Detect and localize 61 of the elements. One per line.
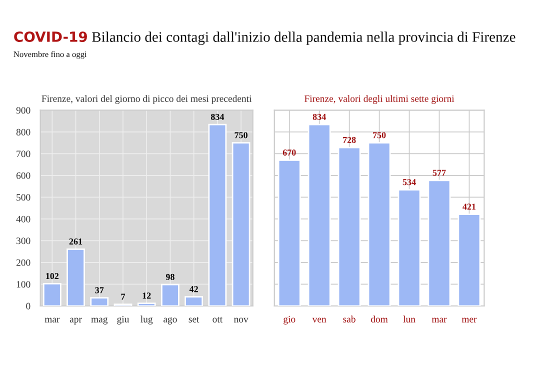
x-tick-label: ago <box>164 317 177 324</box>
x-tick-label: lun <box>403 316 416 322</box>
x-tick-label: mag <box>91 317 108 324</box>
data-label: 750 <box>373 132 386 138</box>
x-tick-label: mar <box>44 318 60 322</box>
data-label: 261 <box>69 238 82 245</box>
y-tick-label: 200 <box>16 259 30 266</box>
x-tick-label: ott <box>212 316 223 322</box>
x-tick-label: ven <box>312 318 326 322</box>
text: Novembre fino a oggi <box>14 51 87 59</box>
y-tick-label: 900 <box>16 107 30 114</box>
x-tick-label: lug <box>140 316 153 324</box>
bar <box>232 142 250 306</box>
y-tick-label: 500 <box>16 194 30 201</box>
x-tick-label: set <box>188 316 200 322</box>
x-tick-label: dom <box>371 316 388 322</box>
bar <box>458 214 481 306</box>
bar <box>398 189 421 306</box>
data-label: 421 <box>462 204 476 210</box>
data-label: 37 <box>95 287 104 294</box>
x-tick-label: gio <box>284 316 296 324</box>
chart-title: Firenze, valori degli ultimi sette giorni <box>304 95 454 104</box>
data-label: 834 <box>312 114 326 120</box>
chart-title: Firenze, valori del giorno di picco dei mesi precedenti <box>42 95 252 104</box>
y-tick-label: 0 <box>26 302 30 310</box>
bar <box>208 124 227 306</box>
y-tick-label: 400 <box>16 216 30 222</box>
y-tick-label: 600 <box>16 172 30 179</box>
bar <box>368 142 391 306</box>
data-label: 750 <box>234 132 248 138</box>
x-tick-label: apr <box>70 318 82 324</box>
bar <box>42 283 62 306</box>
bar <box>278 160 301 306</box>
data-label: 577 <box>432 170 446 176</box>
bar <box>184 296 204 306</box>
data-label: 670 <box>282 150 296 156</box>
data-label: 834 <box>210 114 224 120</box>
data-label: 7 <box>121 294 126 300</box>
bar <box>90 297 109 306</box>
bar <box>137 302 156 306</box>
x-tick-label: mer <box>462 318 477 322</box>
x-tick-label: giu <box>117 316 130 324</box>
data-label: 12 <box>142 292 151 299</box>
data-label: 42 <box>189 286 198 292</box>
x-tick-label: nov <box>234 318 248 322</box>
bar <box>428 180 451 306</box>
x-tick-label: sab <box>343 316 356 322</box>
x-tick-label: mar <box>432 318 447 322</box>
data-label: 728 <box>343 136 356 143</box>
bar <box>338 146 361 306</box>
bar <box>66 248 85 306</box>
bar <box>161 284 180 306</box>
data-label: 98 <box>166 274 174 280</box>
y-tick-label: 800 <box>16 128 30 136</box>
y-tick-label: 300 <box>16 238 30 244</box>
text: COVID-19 Bilancio dei contagi dall'inizio della pandemia nella provincia di Firenze <box>14 31 516 45</box>
bar <box>308 124 331 306</box>
data-label: 534 <box>402 179 416 186</box>
data-label: 102 <box>46 273 59 280</box>
y-tick-label: 100 <box>16 281 30 288</box>
y-tick-label: 700 <box>16 150 30 158</box>
